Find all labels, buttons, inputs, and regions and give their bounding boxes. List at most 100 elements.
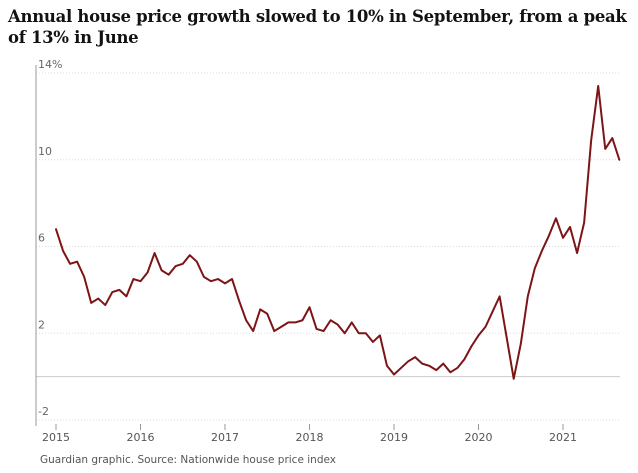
data-point-2018-09 [365, 332, 367, 334]
data-point-2020-01 [478, 334, 480, 336]
data-point-2017-11 [294, 321, 296, 323]
data-point-2018-07 [351, 321, 353, 323]
data-point-2021-08 [611, 137, 613, 139]
data-point-2019-12 [470, 345, 472, 347]
data-point-2021-07 [604, 148, 606, 150]
data-point-2019-01 [393, 373, 395, 375]
x-tick-label-2021: 2021 [549, 431, 577, 444]
gridlines [36, 72, 620, 421]
y-tick-label-10: 10 [38, 145, 52, 158]
data-point-2018-06 [344, 332, 346, 334]
data-point-2019-02 [400, 367, 402, 369]
data-point-2016-09 [196, 261, 198, 263]
data-point-2021-04 [583, 222, 585, 224]
data-points [55, 85, 620, 380]
y-tick-label-14: 14% [38, 58, 62, 71]
data-point-2021-09 [618, 159, 620, 161]
data-point-2021-03 [576, 252, 578, 254]
chart-title: Annual house price growth slowed to 10% … [8, 7, 627, 47]
data-point-2016-05 [168, 274, 170, 276]
data-point-2015-09 [111, 291, 113, 293]
data-point-2017-12 [301, 319, 303, 321]
x-tick-label-2020: 2020 [465, 431, 493, 444]
data-point-2018-12 [386, 365, 388, 367]
data-point-2020-11 [548, 235, 550, 237]
data-point-2019-03 [407, 360, 409, 362]
data-point-2017-05 [252, 330, 254, 332]
data-point-2016-01 [140, 280, 142, 282]
y-tick-label-6: 6 [38, 232, 45, 245]
x-tick-label-2015: 2015 [42, 431, 70, 444]
data-point-2021-01 [562, 237, 564, 239]
data-point-2017-01 [224, 282, 226, 284]
data-point-2018-04 [330, 319, 332, 321]
data-point-2015-01 [55, 228, 57, 230]
data-point-2015-07 [97, 298, 99, 300]
data-point-2018-05 [337, 324, 339, 326]
data-point-2015-05 [83, 276, 85, 278]
data-point-2019-08 [442, 363, 444, 365]
data-point-2015-02 [62, 250, 64, 252]
data-point-2020-09 [534, 267, 536, 269]
data-point-2019-05 [421, 363, 423, 365]
series-line-0 [55, 85, 621, 380]
data-point-2019-09 [449, 371, 451, 373]
data-point-2015-06 [90, 302, 92, 304]
series-layer [55, 85, 621, 380]
data-point-2017-07 [266, 313, 268, 315]
x-tick-label-2017: 2017 [211, 431, 239, 444]
y-axis-ticks: 14% 10 6 2 -2 [38, 58, 62, 418]
data-point-2018-02 [316, 328, 318, 330]
data-point-2021-05 [590, 139, 592, 141]
data-point-2017-09 [280, 326, 282, 328]
data-point-2020-07 [520, 343, 522, 345]
data-point-2018-11 [379, 334, 381, 336]
data-point-2017-08 [273, 330, 275, 332]
data-point-2019-04 [414, 356, 416, 358]
data-point-2020-04 [499, 295, 501, 297]
data-point-2020-10 [541, 250, 543, 252]
x-tick-label-2016: 2016 [127, 431, 155, 444]
data-point-2017-06 [259, 308, 261, 310]
data-point-2016-03 [154, 252, 156, 254]
data-point-2017-02 [231, 278, 233, 280]
x-tick-label-2018: 2018 [296, 431, 324, 444]
data-point-2019-10 [456, 367, 458, 369]
data-point-2016-02 [147, 272, 149, 274]
data-point-2016-10 [203, 276, 205, 278]
data-point-2019-07 [435, 369, 437, 371]
data-point-2016-06 [175, 265, 177, 267]
data-point-2015-03 [69, 263, 71, 265]
data-point-2020-12 [555, 217, 557, 219]
y-tick-label-minus-2: -2 [38, 405, 49, 418]
data-point-2015-08 [104, 304, 106, 306]
y-tick-label-2: 2 [38, 318, 45, 331]
data-point-2016-11 [210, 280, 212, 282]
data-point-2019-06 [428, 365, 430, 367]
data-point-2019-11 [463, 358, 465, 360]
data-point-2020-05 [506, 337, 508, 339]
data-point-2015-11 [125, 295, 127, 297]
data-point-2015-04 [76, 261, 78, 263]
data-point-2016-12 [217, 278, 219, 280]
data-point-2018-10 [372, 341, 374, 343]
data-point-2016-08 [189, 254, 191, 256]
data-point-2017-03 [238, 300, 240, 302]
x-axis-ticks: 2015 2016 2017 2018 2019 2020 2021 [42, 424, 577, 444]
data-point-2018-08 [358, 332, 360, 334]
data-point-2017-04 [245, 319, 247, 321]
data-point-2020-06 [513, 378, 515, 380]
data-point-2016-04 [161, 269, 163, 271]
x-tick-label-2019: 2019 [380, 431, 408, 444]
data-point-2020-02 [485, 326, 487, 328]
data-point-2018-03 [323, 330, 325, 332]
source-note: Guardian graphic. Source: Nationwide hou… [40, 454, 336, 466]
data-point-2017-10 [287, 321, 289, 323]
data-point-2018-01 [309, 306, 311, 308]
data-point-2016-07 [182, 263, 184, 265]
data-point-2021-06 [597, 85, 599, 87]
data-point-2021-02 [569, 226, 571, 228]
data-point-2015-10 [118, 289, 120, 291]
data-point-2015-12 [132, 278, 134, 280]
